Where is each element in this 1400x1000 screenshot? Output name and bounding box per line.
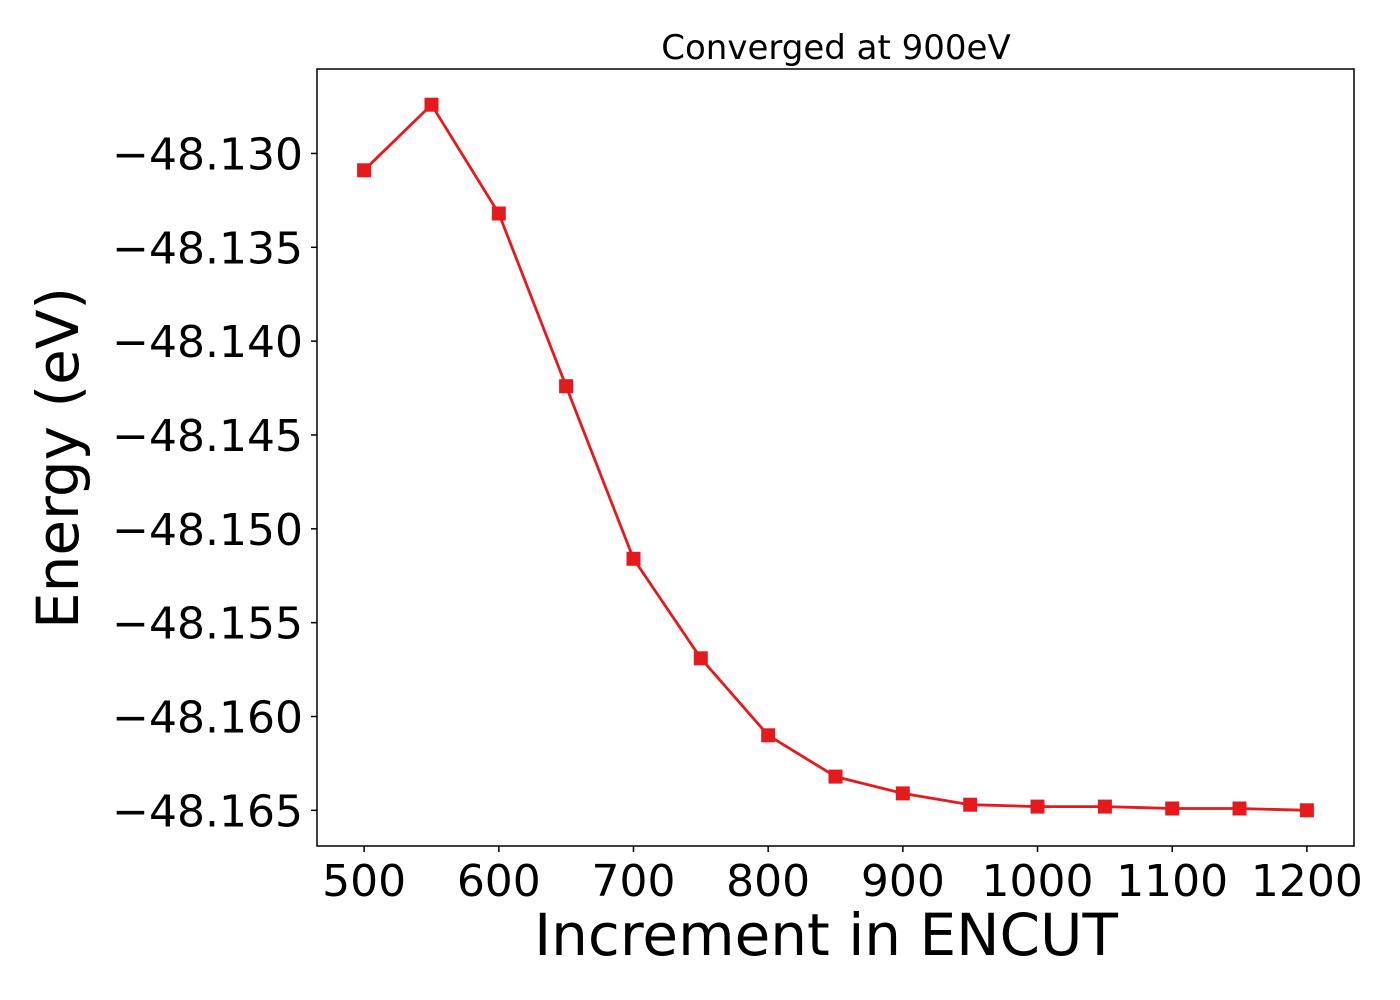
data-point-marker [1232, 801, 1247, 816]
y-tick-label: −48.145 [112, 411, 303, 462]
x-tick-label: 700 [591, 856, 675, 907]
data-point-marker [424, 97, 439, 112]
x-axis-ticks: 500 600 700 800 900 1000 1100 1200 [322, 846, 1363, 907]
y-axis-ticks: −48.130 −48.135 −48.140 −48.145 −48.150 −48.1… [112, 129, 317, 837]
data-point-marker [1097, 799, 1112, 814]
y-tick-label: −48.140 [112, 317, 303, 368]
data-point-marker [1299, 803, 1314, 818]
data-markers [357, 97, 1314, 818]
x-tick-label: 1000 [982, 856, 1094, 907]
data-point-marker [626, 551, 641, 566]
data-point-marker [761, 728, 776, 743]
x-tick-label: 900 [861, 856, 945, 907]
y-tick-label: −48.130 [112, 129, 303, 180]
data-point-marker [559, 379, 574, 394]
x-axis-title: Increment in ENCUT [534, 901, 1118, 969]
y-axis-title: Energy (eV) [24, 287, 92, 629]
y-tick-label: −48.135 [112, 223, 303, 274]
data-point-marker [828, 769, 843, 784]
data-point-marker [963, 797, 978, 812]
y-tick-label: −48.150 [112, 505, 303, 556]
data-point-marker [1030, 799, 1045, 814]
data-point-marker [895, 786, 910, 801]
x-tick-label: 500 [322, 856, 406, 907]
x-tick-label: 800 [726, 856, 810, 907]
x-tick-label: 1100 [1116, 856, 1228, 907]
y-tick-label: −48.160 [112, 693, 303, 744]
plot-area-frame [316, 68, 1355, 847]
data-point-marker [491, 206, 506, 221]
data-point-marker [1165, 801, 1180, 816]
data-point-marker [693, 651, 708, 666]
chart-title: Converged at 900eV [661, 28, 1010, 68]
x-tick-label: 1200 [1251, 856, 1363, 907]
data-point-marker [357, 163, 372, 178]
x-tick-label: 600 [457, 856, 541, 907]
y-tick-label: −48.165 [112, 786, 303, 837]
y-tick-label: −48.155 [112, 599, 303, 650]
